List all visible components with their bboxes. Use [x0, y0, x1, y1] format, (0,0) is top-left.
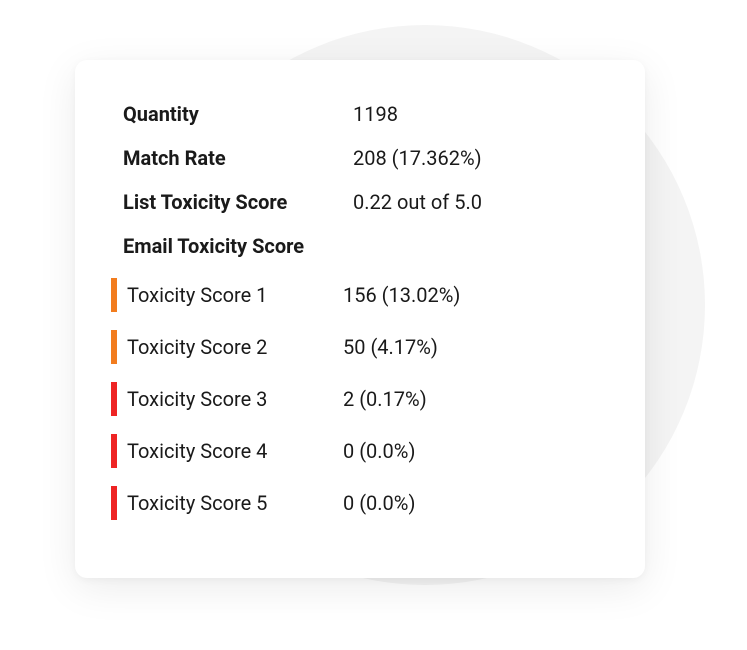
list-toxicity-row: List Toxicity Score 0.22 out of 5.0 [123, 190, 597, 214]
score-row: Toxicity Score 32 (0.17%) [123, 382, 597, 416]
score-value: 2 (0.17%) [343, 387, 427, 411]
score-value: 50 (4.17%) [343, 335, 438, 359]
match-rate-label: Match Rate [123, 146, 353, 170]
score-color-bar [111, 434, 117, 468]
list-toxicity-label: List Toxicity Score [123, 190, 353, 214]
match-rate-value: 208 (17.362%) [353, 146, 482, 170]
quantity-value: 1198 [353, 102, 398, 126]
score-color-bar [111, 278, 117, 312]
score-label: Toxicity Score 1 [127, 283, 343, 307]
score-value: 0 (0.0%) [343, 491, 415, 515]
scores-list: Toxicity Score 1156 (13.02%)Toxicity Sco… [123, 278, 597, 520]
score-value: 0 (0.0%) [343, 439, 415, 463]
score-label: Toxicity Score 4 [127, 439, 343, 463]
score-value: 156 (13.02%) [343, 283, 460, 307]
email-toxicity-header: Email Toxicity Score [123, 234, 597, 258]
score-row: Toxicity Score 40 (0.0%) [123, 434, 597, 468]
list-toxicity-value: 0.22 out of 5.0 [353, 190, 482, 214]
score-label: Toxicity Score 3 [127, 387, 343, 411]
score-label: Toxicity Score 5 [127, 491, 343, 515]
quantity-label: Quantity [123, 102, 353, 126]
score-row: Toxicity Score 1156 (13.02%) [123, 278, 597, 312]
toxicity-card: Quantity 1198 Match Rate 208 (17.362%) L… [75, 60, 645, 578]
score-row: Toxicity Score 50 (0.0%) [123, 486, 597, 520]
score-row: Toxicity Score 250 (4.17%) [123, 330, 597, 364]
match-rate-row: Match Rate 208 (17.362%) [123, 146, 597, 170]
quantity-row: Quantity 1198 [123, 102, 597, 126]
score-label: Toxicity Score 2 [127, 335, 343, 359]
score-color-bar [111, 330, 117, 364]
score-color-bar [111, 486, 117, 520]
score-color-bar [111, 382, 117, 416]
